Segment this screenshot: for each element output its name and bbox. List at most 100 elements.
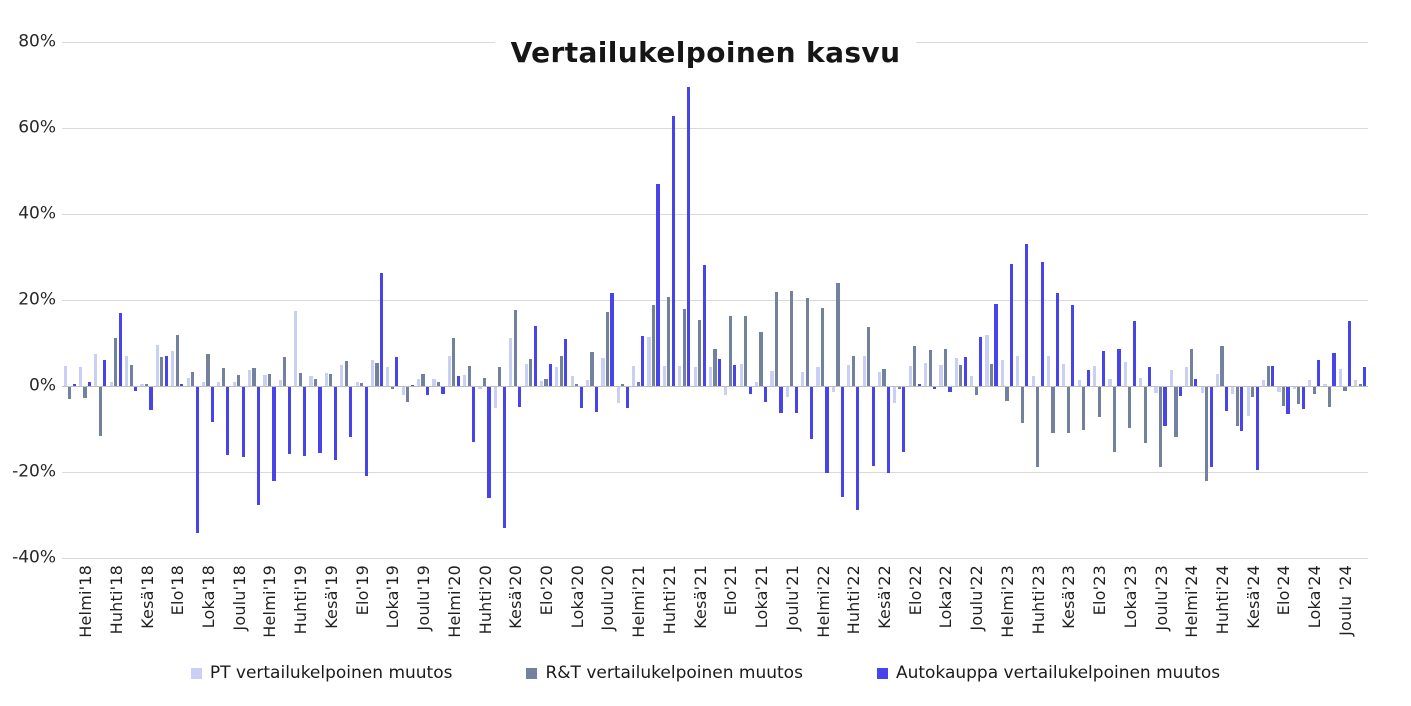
x-axis-tick-label: Elo'24 [1274,565,1294,616]
pt-bar [816,366,820,387]
pt-bar [247,370,252,387]
rt-bar [713,348,717,387]
zero-gridline [62,386,1368,388]
rt-bar [1051,387,1055,433]
auto-bar [1132,321,1136,387]
rt-bar [498,366,502,387]
pt-bar [1108,379,1112,387]
pt-bar [370,359,375,387]
x-axis-tick-label: Joulu'21 [782,565,802,631]
auto-bar [1055,292,1060,387]
auto-bar [1363,366,1367,387]
gridline [62,300,1368,302]
x-axis-tick-label: Loka'20 [567,565,587,629]
y-axis-tick-label: 20% [18,289,56,310]
pt-bar [801,372,805,387]
rt-bar [559,355,563,387]
legend-item-autokauppa: Autokauppa vertailukelpoinen muutos [876,663,1221,683]
pt-bar [340,364,344,387]
pt-bar [862,355,866,387]
pt-bar [1246,387,1250,416]
auto-bar [472,387,476,442]
pt-bar [1031,375,1035,387]
rt-bar [68,387,72,399]
auto-bar [625,387,629,408]
x-axis-tick-label: Joulu'20 [598,565,618,631]
y-axis-tick-label: -40% [12,548,56,569]
auto-bar [195,387,199,534]
pt-bar [78,366,83,387]
rt-bar [790,291,794,387]
x-axis-tick-label: Helmi'18 [76,565,96,638]
pt-bar [924,363,928,387]
rt-bar [1128,387,1132,429]
pt-bar [708,366,713,387]
pt-bar [877,372,882,387]
rt-bar [728,315,732,387]
x-axis-tick-label: Huhti'24 [1213,565,1233,635]
legend-swatch-icon [876,667,888,679]
y-axis-tick-label: 80% [18,31,56,52]
pt-bar [908,365,912,387]
rt-bar [283,357,287,387]
pt-bar [386,366,390,387]
pt-bar [601,357,605,387]
pt-bar [1169,370,1174,387]
pt-bar [1354,380,1358,387]
rt-bar [1327,387,1332,407]
rt-bar [1036,387,1040,467]
auto-bar [1301,387,1305,409]
rt-bar [482,378,487,387]
rt-bar [759,332,763,387]
auto-bar [948,387,952,392]
x-axis-tick-label: Loka'24 [1305,565,1325,629]
auto-bar [1178,387,1183,396]
auto-bar [349,387,353,438]
x-axis-tick-label: Elo'19 [352,565,372,616]
rt-bar [943,348,948,387]
pt-bar [1000,359,1005,387]
x-axis-tick-label: Helmi'23 [997,565,1017,638]
pt-bar [94,354,98,387]
x-axis-tick-label: Kesä'24 [1243,565,1263,629]
pt-bar [539,381,544,387]
auto-bar [779,387,783,414]
rt-bar [406,387,410,403]
pt-bar [724,387,728,396]
legend-label: Autokauppa vertailukelpoinen muutos [895,663,1221,683]
auto-bar [579,387,583,408]
rt-bar [1205,387,1209,481]
pt-bar [1093,365,1097,387]
pt-bar [939,364,943,387]
rt-bar [513,310,517,387]
pt-bar [970,376,974,387]
gridline [62,558,1368,560]
auto-bar [794,387,798,414]
auto-bar [1194,379,1198,387]
y-axis-tick-label: 40% [18,203,56,224]
auto-bar [149,387,153,411]
auto-bar [656,184,660,387]
x-axis-tick-label: Loka'19 [383,565,403,629]
x-axis-tick-label: Huhti'18 [106,565,126,635]
rt-bar [360,382,364,387]
pt-bar [432,379,436,387]
pt-bar [1292,387,1296,390]
rt-bar [575,384,579,387]
pt-bar [109,382,113,387]
x-axis-tick-label: Huhti'23 [1028,565,1048,635]
auto-bar [1317,359,1321,387]
auto-bar [395,357,399,387]
rt-bar [375,363,379,387]
pt-bar [693,366,697,387]
rt-bar [160,357,164,387]
pt-bar [1200,387,1204,394]
rt-bar [744,316,748,387]
auto-bar [917,384,921,387]
rt-bar [1174,387,1178,437]
rt-bar [1189,348,1193,387]
auto-bar [72,384,76,387]
x-axis-tick-label: Elo'22 [905,565,925,616]
pt-bar [278,379,282,387]
